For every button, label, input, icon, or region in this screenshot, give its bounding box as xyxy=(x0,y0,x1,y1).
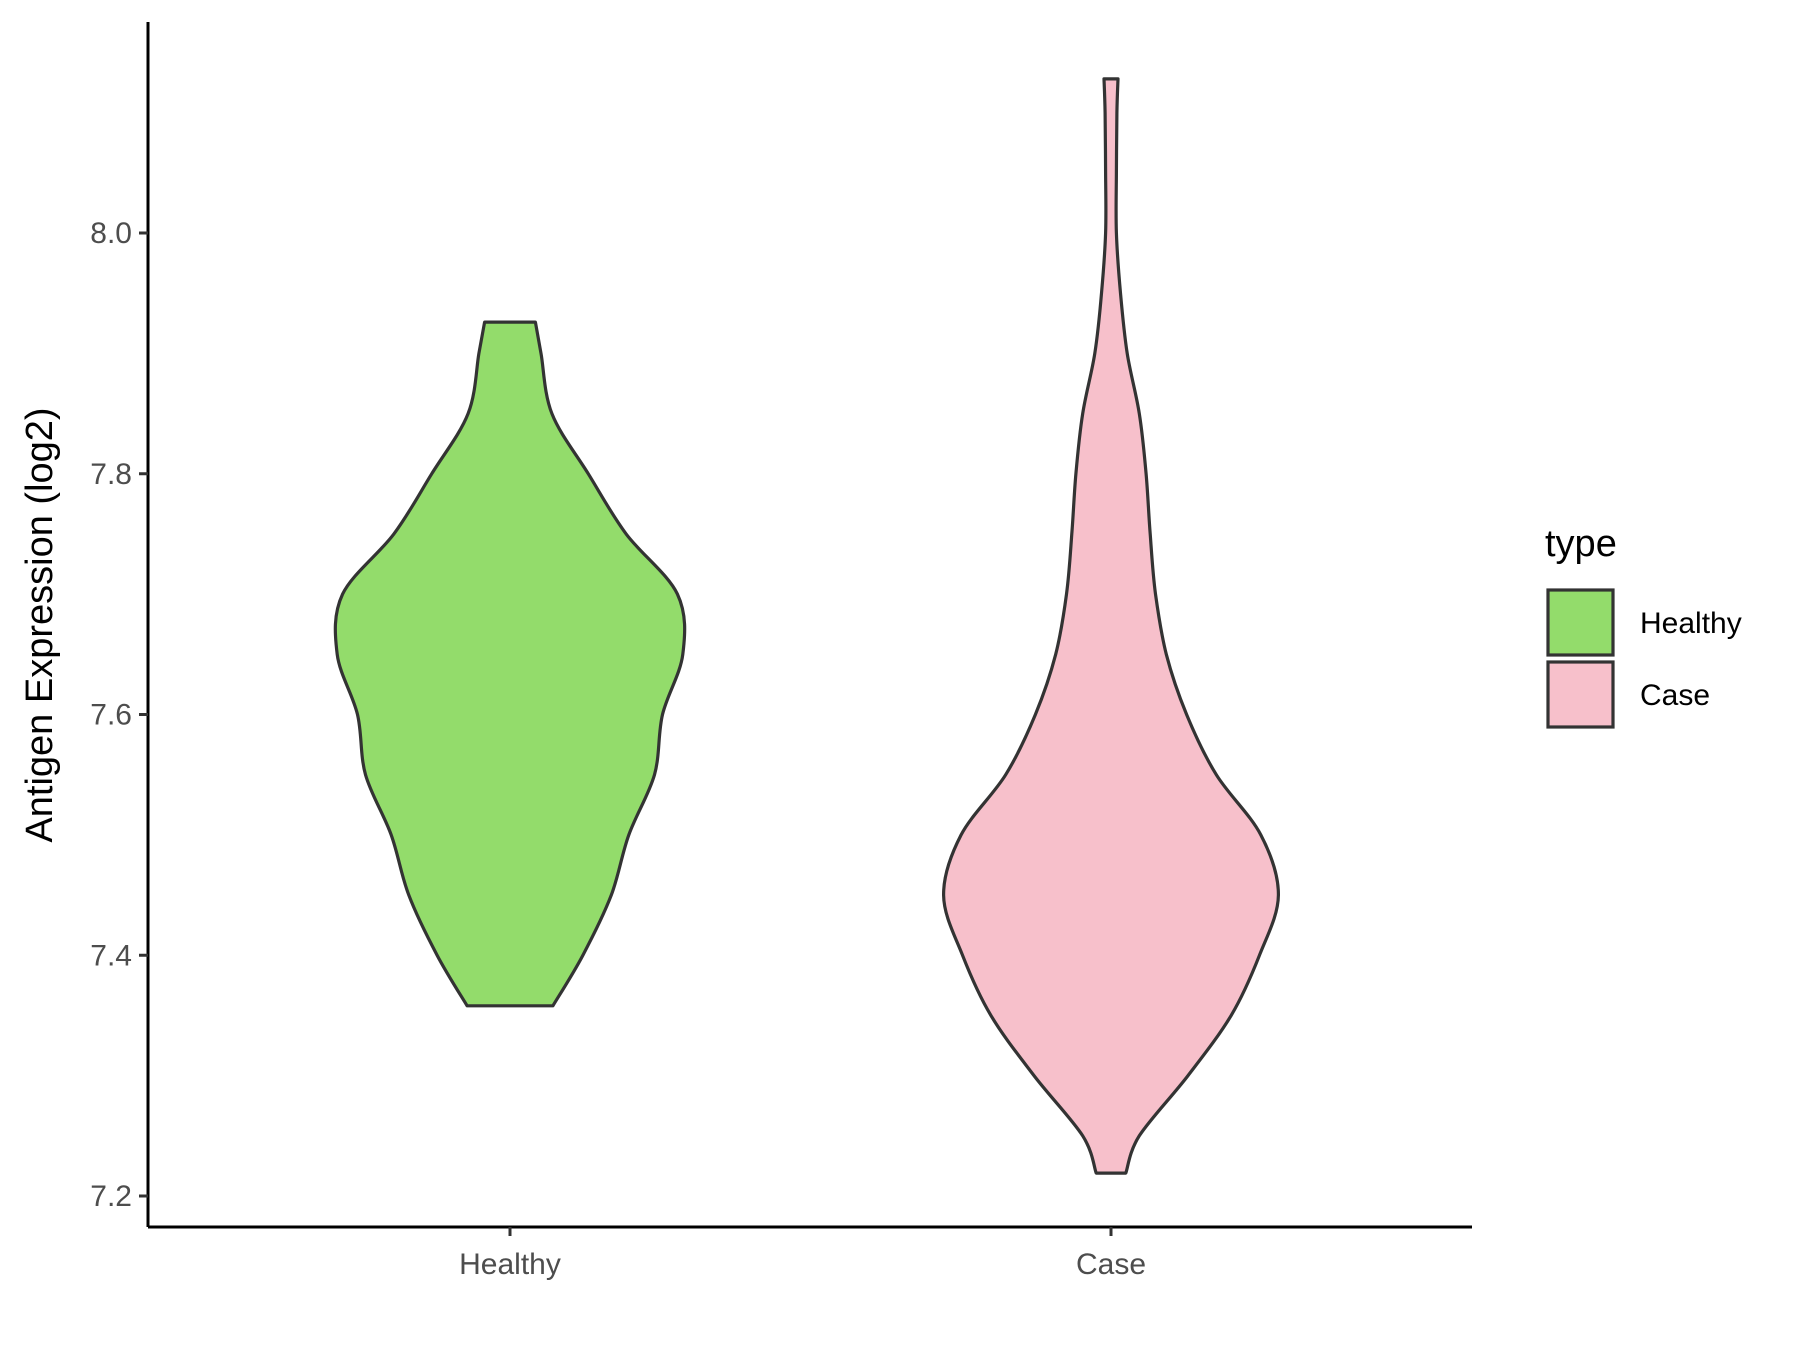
legend: type Healthy Case xyxy=(1545,523,1742,729)
legend-label-healthy: Healthy xyxy=(1640,607,1742,640)
violin-case xyxy=(941,77,1281,1175)
x-tick-label: Healthy xyxy=(459,1248,561,1281)
y-axis: 7.2 7.4 7.6 7.8 8.0 xyxy=(90,22,150,1227)
y-tick-label: 8.0 xyxy=(90,217,132,250)
x-axis: Healthy Case xyxy=(148,1225,1472,1281)
legend-label-case: Case xyxy=(1640,679,1710,712)
y-tick-label: 7.6 xyxy=(90,699,132,732)
y-tick-label: 7.4 xyxy=(90,939,132,972)
y-axis-title: Antigen Expression (log2) xyxy=(19,407,61,842)
legend-title: type xyxy=(1545,523,1617,565)
y-tick-label: 7.8 xyxy=(90,458,132,491)
y-tick-label: 7.2 xyxy=(90,1180,132,1213)
violin-healthy xyxy=(333,320,687,1008)
x-tick-label: Case xyxy=(1076,1248,1146,1281)
legend-key-case xyxy=(1546,660,1615,729)
legend-key-healthy xyxy=(1546,588,1615,657)
violins-layer xyxy=(333,77,1281,1175)
